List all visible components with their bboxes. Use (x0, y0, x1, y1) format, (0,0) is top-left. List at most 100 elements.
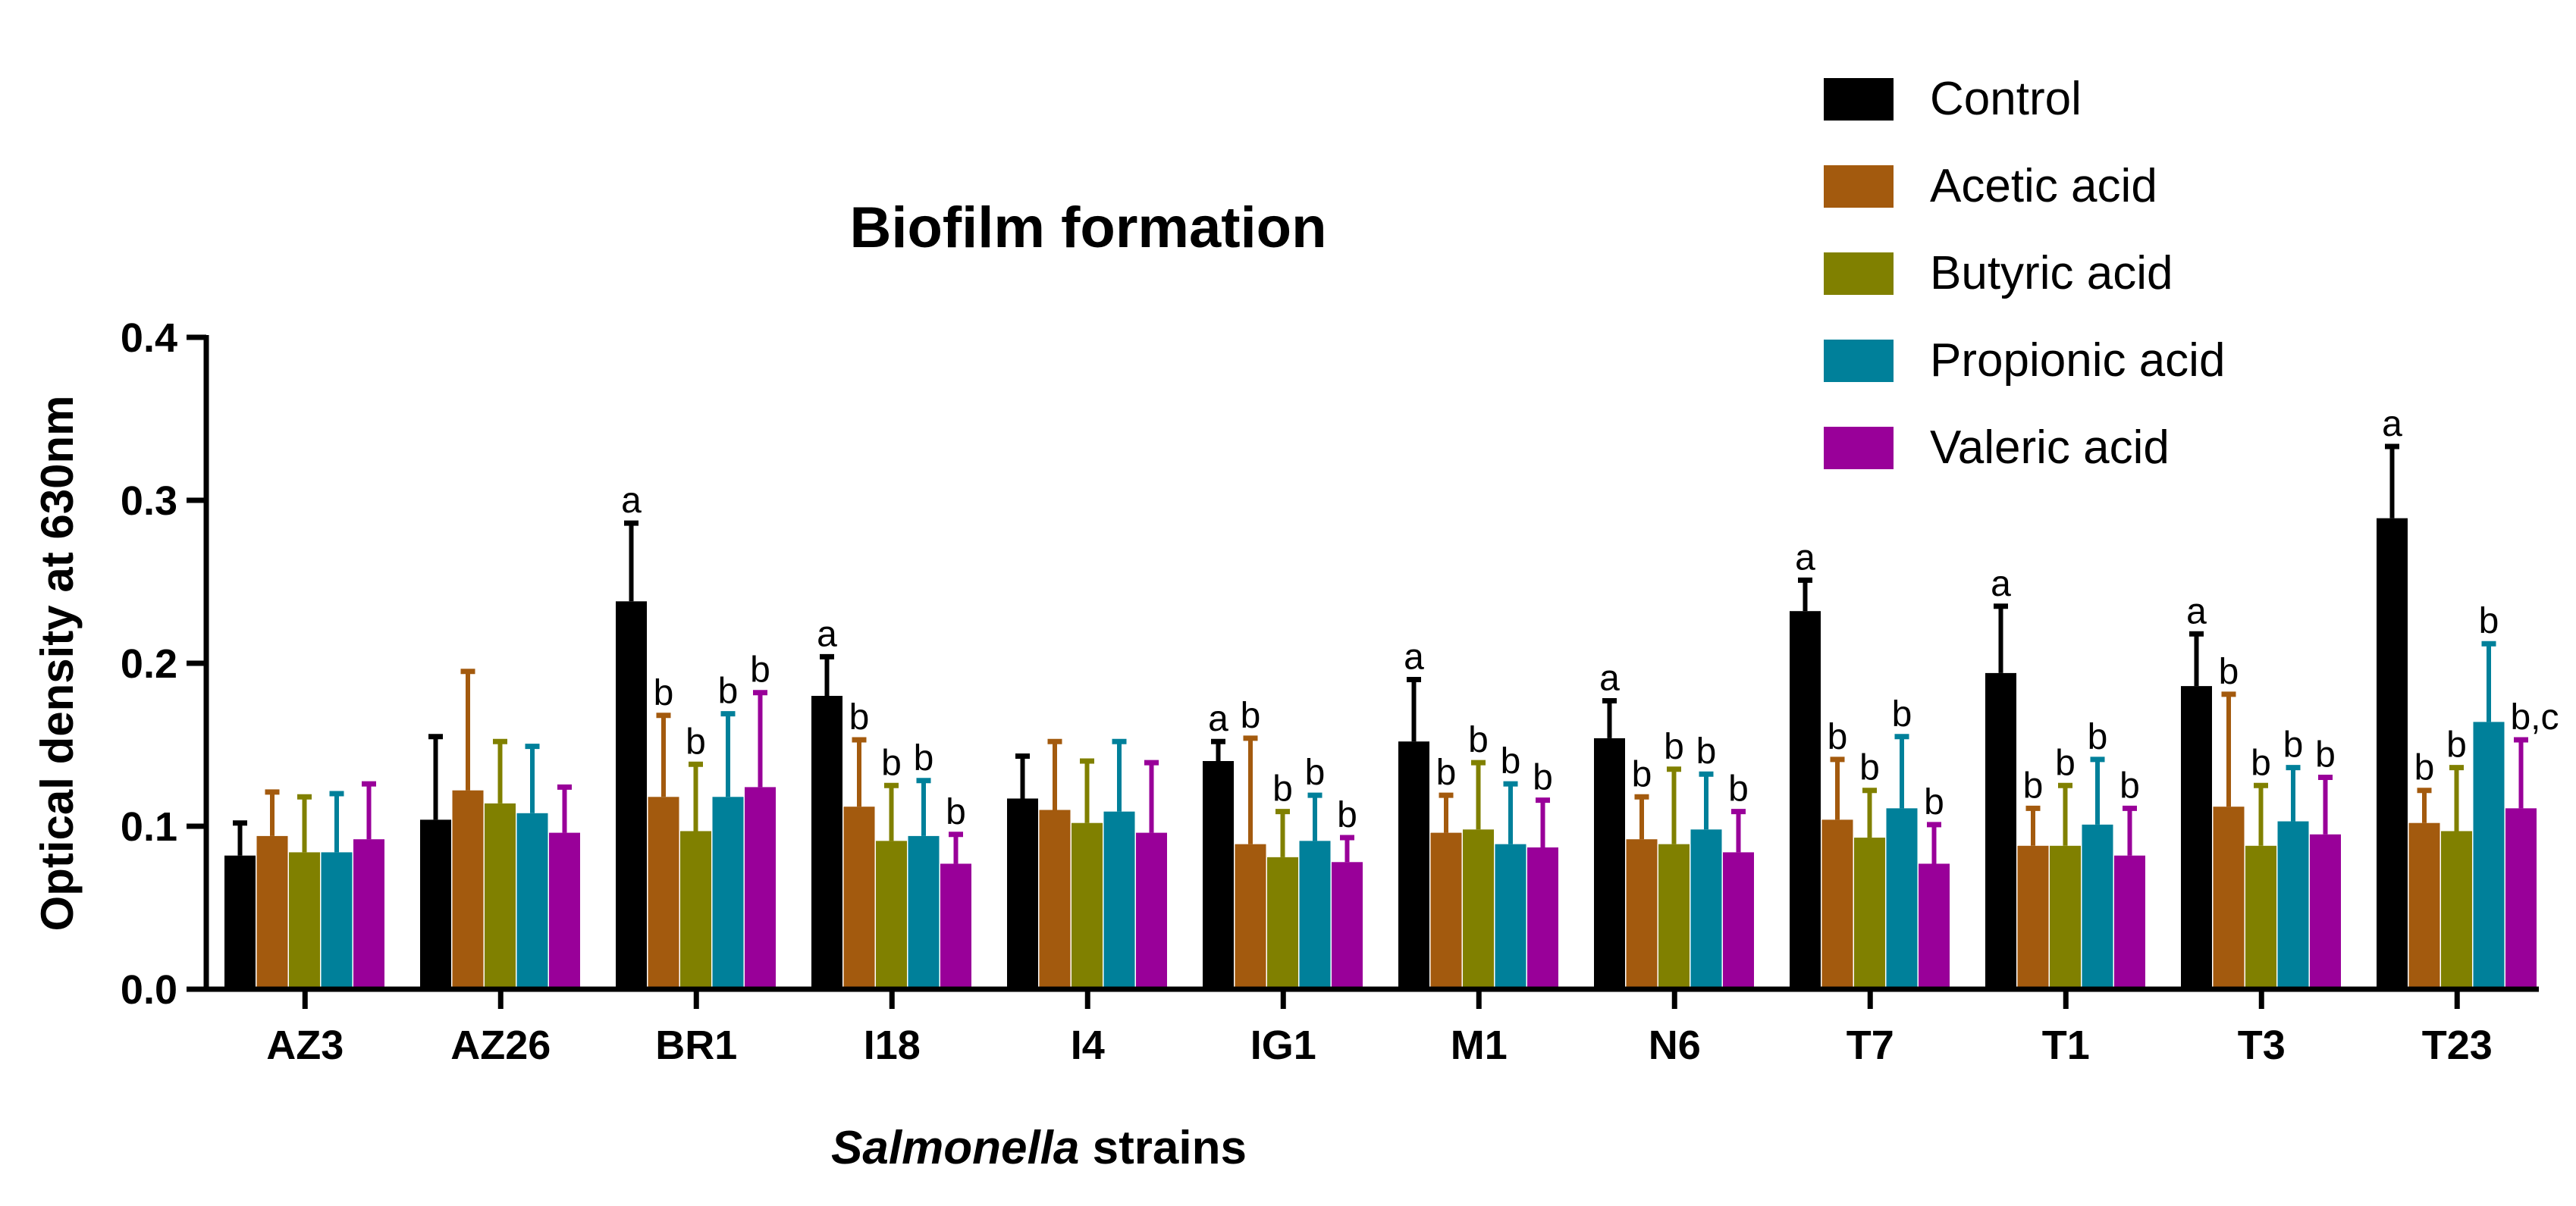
bar-t23-butyric-acid (2441, 831, 2472, 989)
legend-swatch (1824, 252, 1894, 295)
bar-i18-acetic-acid (843, 807, 875, 989)
bar-t7-valeric-acid (1919, 863, 1950, 989)
x-axis-label-italic: Salmonella (831, 1122, 1079, 1174)
significance-label: b (1305, 753, 1326, 793)
significance-label: a (2382, 404, 2402, 444)
significance-label: b (654, 673, 674, 713)
significance-label: b (686, 722, 706, 762)
x-tick-label: T1 (2042, 1023, 2090, 1068)
axes-layer: AZ3 AZ26 BR1 I18 I4 IG1 M1 N6 T7 T1 T3 T23 0.0 0.1 0.2… (121, 315, 2539, 1068)
significance-label: b (946, 792, 966, 832)
significance-label: b (750, 650, 770, 691)
legend-swatch (1824, 78, 1894, 121)
legend-label: Control (1930, 73, 2082, 125)
significance-label: a (1599, 658, 1620, 698)
legend-label: Acetic acid (1930, 160, 2157, 212)
significance-label: b (1892, 694, 1912, 735)
bar-t3-acetic-acid (2213, 807, 2245, 989)
significance-label: a (1404, 637, 1424, 678)
x-tick-label: I4 (1071, 1023, 1105, 1068)
bar-az26-valeric-acid (549, 832, 580, 989)
significance-label: b (1632, 754, 1652, 794)
bar-t1-acetic-acid (2017, 845, 2049, 989)
significance-label: b (2119, 766, 2140, 806)
bar-m1-acetic-acid (1430, 832, 1462, 989)
bar-t3-control (2181, 686, 2212, 989)
bar-br1-acetic-acid (648, 797, 679, 989)
bar-ig1-control (1203, 761, 1234, 989)
bar-az3-butyric-acid (289, 852, 320, 989)
y-tick-label: 0.1 (121, 804, 177, 850)
bar-t23-propionic-acid (2473, 722, 2505, 989)
bar-az3-acetic-acid (256, 835, 288, 989)
bar-i18-control (811, 696, 842, 989)
y-axis-label: Optical density at 630nm (32, 396, 83, 932)
bar-az3-valeric-acid (353, 839, 384, 989)
significance-label: b (1468, 720, 1489, 760)
significance-label: b (2088, 717, 2108, 757)
bar-br1-valeric-acid (745, 787, 776, 989)
bar-n6-control (1594, 738, 1625, 989)
significance-label: b (2414, 748, 2435, 788)
bar-br1-butyric-acid (680, 831, 711, 989)
significance-label: b (718, 672, 739, 712)
x-tick-label: M1 (1451, 1023, 1508, 1068)
x-tick-label: T7 (1846, 1023, 1894, 1068)
x-axis-label: Salmonella strains (831, 1122, 1247, 1174)
significance-label: b (881, 743, 902, 783)
bar-n6-propionic-acid (1690, 829, 1722, 989)
bar-t3-valeric-acid (2310, 834, 2341, 989)
bar-az26-butyric-acid (485, 803, 516, 989)
bar-ig1-butyric-acid (1267, 857, 1298, 989)
significance-label: b (1501, 741, 1521, 782)
x-tick-label: AZ26 (450, 1023, 551, 1068)
bar-m1-valeric-acid (1527, 847, 1558, 989)
y-tick-label: 0.0 (121, 967, 177, 1013)
significance-label: a (2186, 591, 2207, 631)
bar-i4-control (1007, 798, 1038, 989)
bar-t23-acetic-acid (2408, 822, 2440, 989)
bar-m1-propionic-acid (1495, 844, 1526, 989)
bar-t7-control (1790, 611, 1821, 989)
bar-br1-propionic-acid (712, 797, 744, 989)
bar-i18-propionic-acid (908, 835, 940, 989)
bar-t7-propionic-acid (1886, 808, 1918, 989)
bar-m1-butyric-acid (1463, 829, 1494, 989)
legend-label: Butyric acid (1930, 247, 2173, 299)
x-tick-label: T3 (2238, 1023, 2286, 1068)
significance-label: a (621, 481, 642, 521)
significance-label: b (1436, 753, 1457, 793)
bar-t3-propionic-acid (2277, 821, 2309, 989)
bar-i4-acetic-acid (1039, 810, 1071, 989)
bar-ig1-propionic-acid (1299, 841, 1331, 989)
bar-t23-control (2377, 518, 2408, 989)
bar-t7-butyric-acid (1854, 838, 1885, 989)
bar-t7-acetic-acid (1821, 819, 1853, 989)
significance-label: b,c (2510, 697, 2559, 738)
bar-i4-valeric-acid (1136, 832, 1167, 989)
significance-label: a (1208, 699, 1228, 739)
bar-n6-valeric-acid (1723, 852, 1754, 989)
bar-az26-control (420, 819, 451, 989)
x-axis-label-rest: strains (1079, 1122, 1247, 1174)
bar-i18-valeric-acid (940, 863, 971, 989)
legend-swatch (1824, 340, 1894, 382)
significance-label: b (1337, 795, 1357, 835)
x-tick-label: AZ3 (266, 1023, 344, 1068)
x-tick-label: I18 (864, 1023, 921, 1068)
y-tick-label: 0.2 (121, 641, 177, 687)
bar-i18-butyric-acid (876, 841, 907, 989)
bar-t1-control (1985, 672, 2016, 989)
bar-i4-butyric-acid (1072, 822, 1103, 989)
bar-n6-acetic-acid (1626, 839, 1658, 989)
x-tick-label: IG1 (1250, 1023, 1316, 1068)
legend: Control Acetic acid Butyric acid Propionic … (1824, 73, 2225, 474)
bar-i4-propionic-acid (1103, 811, 1135, 989)
bar-az3-control (224, 855, 256, 989)
significance-label: b (2251, 743, 2271, 783)
significance-label: b (1696, 731, 1717, 772)
bar-br1-control (616, 601, 647, 989)
bar-az26-propionic-acid (516, 813, 548, 989)
